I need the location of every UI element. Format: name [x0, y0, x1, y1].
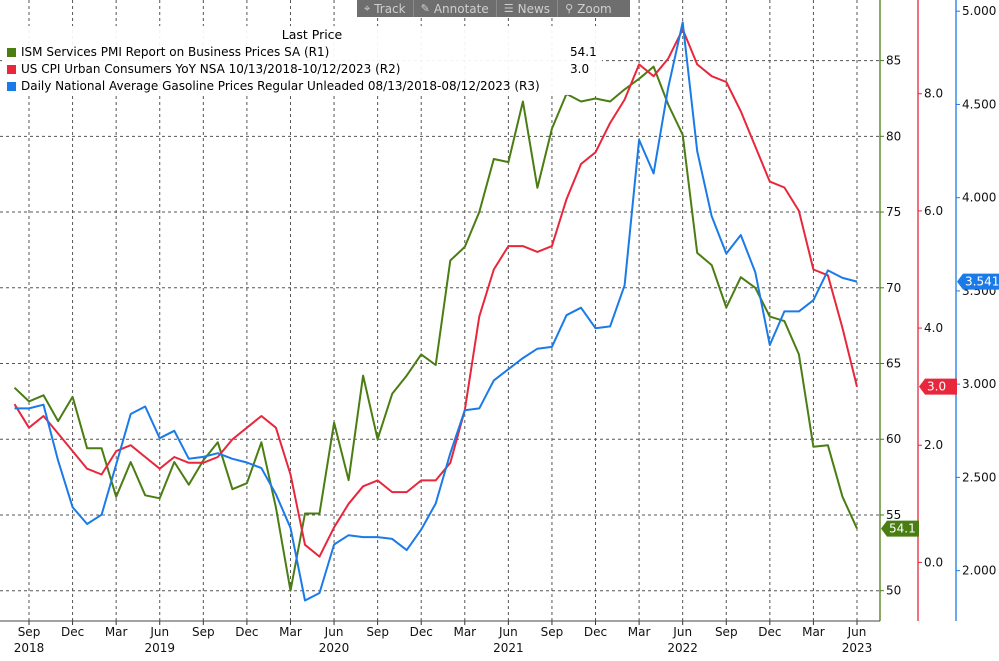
x-year-label: 2020: [319, 641, 350, 655]
x-tick-label: Jun: [847, 625, 867, 639]
x-axis: Sep 2018 Dec Mar Jun 2019 Sep Dec Mar Jun 2020 Sep D…: [0, 620, 880, 655]
x-tick-label: Jun: [324, 625, 344, 639]
last-value-text-cpi: 3.0: [927, 380, 946, 394]
chart-toolbar: ⌖ Track ✎ Annotate ☰ News ⚲ Zoom: [357, 0, 630, 17]
x-tick-label: Dec: [758, 625, 781, 639]
axis-tick-label-r1: 80: [886, 129, 901, 143]
legend-label-cpi: US CPI Urban Consumers YoY NSA 10/13/201…: [21, 62, 401, 76]
x-tick-label: Dec: [61, 625, 84, 639]
annotate-label: Annotate: [433, 1, 489, 16]
x-tick-label: Mar: [453, 625, 476, 639]
x-tick-label: Dec: [584, 625, 607, 639]
axis-tick-label-r3: 2.500: [962, 470, 996, 484]
magnifier-icon: ⚲: [565, 2, 574, 15]
news-button[interactable]: ☰ News: [497, 0, 559, 17]
x-tick-label: Mar: [105, 625, 128, 639]
last-value-tag-gasoline: 3.541: [957, 273, 999, 290]
axis-tick-label-r2: 6.0: [924, 204, 943, 218]
axis-tick-label-r3: 4.500: [962, 97, 996, 111]
legend-entry-ism[interactable]: ISM Services PMI Report on Business Pric…: [2, 44, 602, 61]
x-tick-label: Sep: [366, 625, 389, 639]
axis-tick-label-r2: 0.0: [924, 555, 943, 569]
track-button[interactable]: ⌖ Track: [357, 0, 414, 17]
x-year-label: 2022: [667, 641, 698, 655]
legend-entry-cpi[interactable]: US CPI Urban Consumers YoY NSA 10/13/201…: [2, 61, 602, 78]
last-value-tag-cpi: 3.0: [919, 378, 957, 395]
legend-entry-gasoline[interactable]: Daily National Average Gasoline Prices R…: [2, 78, 602, 95]
x-tick-label: Mar: [279, 625, 302, 639]
last-value-text-ism: 54.1: [889, 522, 916, 536]
crosshair-icon: ⌖: [364, 1, 371, 15]
x-tick-label: Sep: [192, 625, 215, 639]
axis-tick-label-r1: 85: [886, 54, 901, 68]
axis-tick-label-r3: 5.000: [962, 4, 996, 18]
legend-swatch-ism: [7, 48, 16, 57]
axis-tick-label-r1: 55: [886, 508, 901, 522]
legend-swatch-cpi: [7, 65, 16, 74]
x-tick-label: Jun: [498, 625, 518, 639]
legend-label-ism: ISM Services PMI Report on Business Pric…: [21, 45, 330, 59]
x-year-label: 2021: [493, 641, 524, 655]
legend-value-ism: 54.1: [570, 45, 597, 59]
x-year-label: 2019: [144, 641, 175, 655]
news-icon: ☰: [503, 2, 514, 15]
axis-tick-label-r1: 65: [886, 357, 901, 371]
axis-tick-label-r2: 8.0: [924, 87, 943, 101]
last-value-badge-ism: [881, 520, 919, 537]
legend-swatch-gasoline: [7, 82, 16, 91]
zoom-label: Zoom: [577, 1, 612, 16]
x-tick-label: Sep: [18, 625, 41, 639]
pencil-icon: ✎: [420, 2, 430, 15]
axes-group: 50 55 60 65 70 75 80 85 0.0 2.0 4.0 6.0 8.0 2.000 2.50…: [879, 0, 999, 621]
last-value-badge-cpi: [919, 378, 957, 395]
news-label: News: [517, 1, 551, 16]
x-year-label: 2023: [842, 641, 873, 655]
axis-tick-label-r2: 4.0: [924, 321, 943, 335]
zoom-button[interactable]: ⚲ Zoom: [558, 0, 619, 17]
series-line-ism: [13, 65, 858, 592]
axis-tick-label-r3: 2.000: [962, 564, 996, 578]
x-tick-label: Dec: [235, 625, 258, 639]
series-group: [13, 21, 858, 602]
axis-tick-label-r3: 4.000: [962, 191, 996, 205]
last-value-text-gasoline: 3.541: [965, 275, 999, 289]
legend: Last Price ISM Services PMI Report on Bu…: [2, 26, 602, 95]
axis-tick-label-r1: 60: [886, 432, 901, 446]
legend-title: Last Price: [281, 27, 343, 42]
series-line-cpi: [13, 28, 858, 558]
axis-tick-label-r1: 50: [886, 584, 901, 598]
x-tick-label: Mar: [802, 625, 825, 639]
x-year-label: 2018: [14, 641, 45, 655]
axis-tick-label-r1: 75: [886, 205, 901, 219]
x-tick-label: Mar: [628, 625, 651, 639]
x-tick-label: Sep: [541, 625, 564, 639]
x-tick-label: Sep: [715, 625, 738, 639]
legend-value-cpi: 3.0: [570, 62, 590, 76]
annotate-button[interactable]: ✎ Annotate: [414, 0, 497, 17]
x-tick-label: Jun: [672, 625, 692, 639]
last-value-badge-gasoline: [957, 273, 999, 290]
grid: [0, 0, 880, 621]
series-line-gasoline: [14, 21, 858, 602]
axis-tick-label-r3: 3.000: [962, 377, 996, 391]
last-value-tag-ism: 54.1: [881, 520, 919, 537]
x-tick-label: Dec: [410, 625, 433, 639]
axis-tick-label-r1: 70: [886, 281, 901, 295]
x-tick-label: Jun: [149, 625, 169, 639]
legend-label-gasoline: Daily National Average Gasoline Prices R…: [21, 79, 540, 93]
axis-tick-label-r2: 2.0: [924, 438, 943, 452]
track-label: Track: [374, 1, 406, 16]
